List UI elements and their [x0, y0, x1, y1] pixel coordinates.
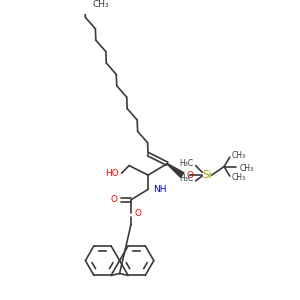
- Text: Si: Si: [202, 170, 212, 180]
- Text: H₃C: H₃C: [180, 174, 194, 183]
- Polygon shape: [167, 164, 184, 177]
- Text: CH₃: CH₃: [232, 151, 246, 160]
- Text: O: O: [135, 208, 142, 217]
- Text: HO: HO: [105, 169, 119, 178]
- Text: O: O: [111, 195, 118, 204]
- Text: CH₃: CH₃: [239, 164, 254, 173]
- Text: CH₃: CH₃: [92, 0, 109, 9]
- Text: NH: NH: [153, 185, 166, 194]
- Text: H₃C: H₃C: [180, 159, 194, 168]
- Text: CH₃: CH₃: [232, 173, 246, 182]
- Text: O: O: [186, 171, 193, 180]
